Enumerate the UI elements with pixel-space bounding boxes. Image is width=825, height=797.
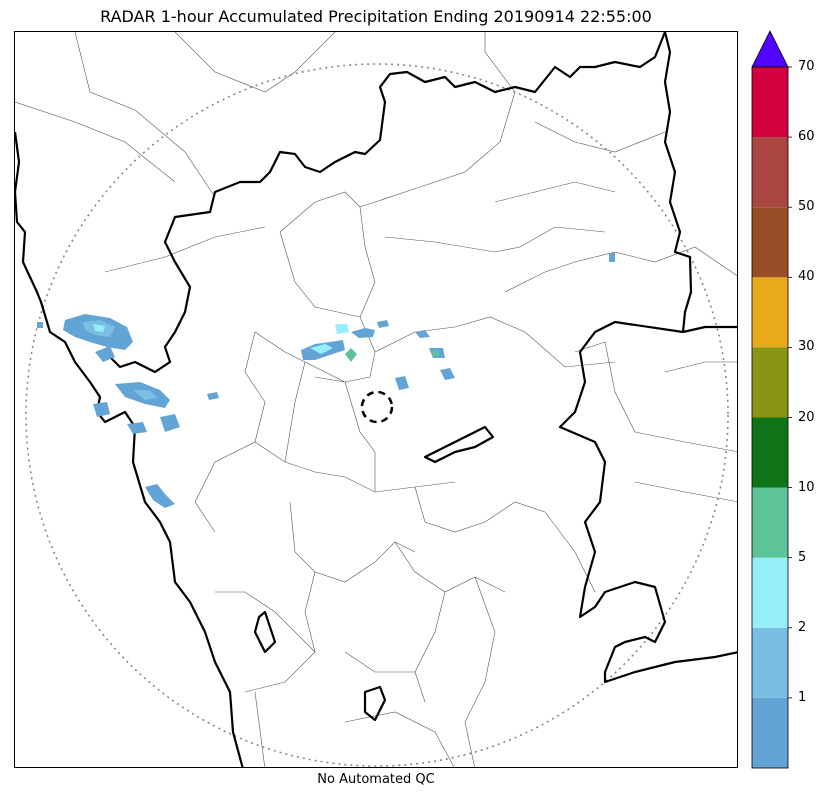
radar-range-ring: [25, 63, 729, 767]
colorbar-segment: [752, 697, 788, 768]
colorbar-tick-label: 1: [798, 689, 807, 705]
state-boundaries: [15, 32, 737, 767]
colorbar-tick-label: 30: [798, 339, 815, 355]
colorbar-segment: [752, 557, 788, 628]
colorbar-segment: [752, 487, 788, 558]
colorbar-tick-label: 60: [798, 129, 815, 145]
colorbar-segment: [752, 67, 788, 138]
colorbar-tick-label: 50: [798, 199, 815, 215]
colorbar-tick-label: 40: [798, 269, 815, 285]
map-title: RADAR 1-hour Accumulated Precipitation E…: [100, 7, 652, 26]
radar-map[interactable]: [14, 31, 738, 768]
colorbar-segment: [752, 627, 788, 698]
qc-note: No Automated QC: [317, 772, 435, 787]
colorbar-segment: [752, 277, 788, 348]
colorbar-tick-label: 20: [798, 409, 815, 425]
precipitation-echoes: [37, 252, 615, 508]
colorbar-segment: [752, 137, 788, 208]
colorbar-tick-label: 2: [798, 619, 807, 635]
colorbar-segment: [752, 347, 788, 418]
radar-site-marker[interactable]: [360, 390, 394, 424]
colorbar-tick-label: 70: [798, 59, 815, 74]
colorbar-segment: [752, 417, 788, 488]
colorbar-tick-label: 5: [798, 549, 807, 565]
colorbar: [751, 30, 792, 769]
colorbar-extend-arrow: [751, 30, 789, 68]
colorbar-segment: [752, 207, 788, 278]
colorbar-tick-label: 10: [798, 479, 815, 495]
